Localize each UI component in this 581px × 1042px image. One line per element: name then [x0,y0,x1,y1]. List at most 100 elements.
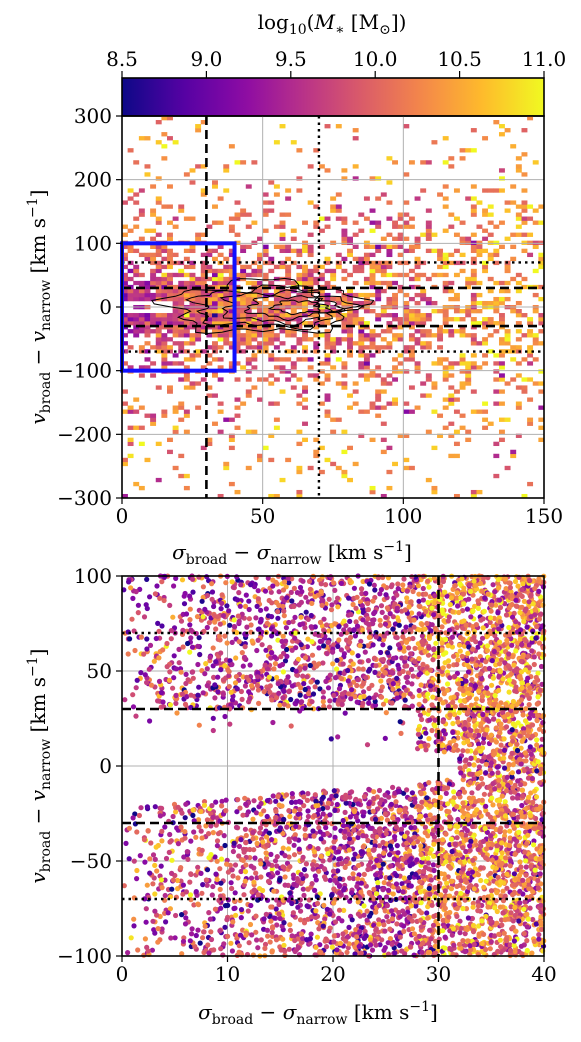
heatmap-cell [228,481,235,487]
heatmap-cell [493,389,500,394]
heatmap-cell [178,288,185,294]
heatmap-cell [408,357,415,362]
heatmap-cell [510,345,517,350]
heatmap-cell [363,216,370,221]
scatter-point [419,633,425,639]
heatmap-cell [352,136,359,141]
heatmap-cell [498,280,505,286]
scatter-point [400,634,406,640]
heatmap-cell [437,248,444,254]
heatmap-cell [167,264,173,270]
heatmap-cell [482,361,489,366]
scatter-point [207,654,213,660]
heatmap-cell [408,309,415,314]
scatter-point [288,589,294,596]
scatter-point [418,682,424,688]
heatmap-cell [206,309,213,314]
top-ytick-label: 300 [74,104,112,128]
heatmap-cell [262,333,269,338]
heatmap-cell [167,204,173,209]
heatmap-cell [532,309,539,314]
scatter-point [432,723,438,729]
heatmap-cell [510,232,517,237]
heatmap-cell [347,248,353,254]
heatmap-cell [487,349,494,354]
scatter-point [395,581,401,587]
heatmap-cell [403,457,410,463]
heatmap-cell [392,377,399,382]
top-ytick-label: 100 [74,231,112,255]
heatmap-cell [155,176,162,181]
heatmap-cell [459,413,466,418]
heatmap-cell [538,317,545,322]
heatmap-cell [251,313,258,318]
heatmap-cell [223,465,230,471]
scatter-point [282,658,289,664]
scatter-point [469,790,475,796]
scatter-point [295,904,301,910]
heatmap-cell [358,260,365,266]
heatmap-cell [538,405,545,410]
scatter-point [384,914,390,920]
heatmap-cell [493,329,500,334]
heatmap-cell [515,212,522,217]
heatmap-cell [459,156,466,161]
heatmap-cell [408,353,415,358]
heatmap-cell [493,240,500,245]
heatmap-cell [257,288,263,294]
scatter-point [331,886,337,892]
top-ytick-label: −100 [57,359,112,383]
heatmap-cell [245,309,252,314]
scatter-point [416,693,422,699]
scatter-point [397,719,403,725]
scatter-point [417,813,423,819]
heatmap-cell [296,317,303,322]
scatter-point [268,589,274,595]
heatmap-cell [268,256,275,262]
heatmap-cell [212,317,218,322]
heatmap-cell [217,292,224,298]
heatmap-cell [172,252,179,258]
heatmap-cell [448,252,455,258]
heatmap-cell [408,244,415,249]
heatmap-cell [150,276,157,282]
heatmap-cell [122,296,128,302]
heatmap-cell [318,445,325,451]
heatmap-cell [442,228,449,233]
heatmap-cell [392,224,399,229]
scatter-point [410,635,416,642]
heatmap-cell [470,489,477,495]
heatmap-cell [161,337,168,342]
heatmap-cell [285,349,292,354]
heatmap-cell [465,284,472,290]
heatmap-cell [453,296,460,302]
heatmap-cell [510,184,517,189]
heatmap-cell [161,365,168,370]
heatmap-cell [122,461,128,467]
heatmap-cell [358,341,365,346]
heatmap-cell [352,401,359,406]
scatter-point [326,596,332,602]
heatmap-cell [200,120,207,125]
scatter-point [506,580,512,586]
heatmap-cell [459,381,466,386]
heatmap-cell [279,389,286,394]
heatmap-cell [392,313,399,318]
heatmap-cell [414,260,421,266]
heatmap-cell [206,288,213,294]
scatter-point [289,683,295,689]
heatmap-cell [465,196,472,201]
scatter-point [525,775,532,781]
heatmap-cell [228,333,235,338]
heatmap-cell [268,329,275,334]
heatmap-cell [347,341,353,346]
heatmap-cell [369,329,376,334]
scatter-point [288,696,294,703]
heatmap-cell [324,329,331,334]
heatmap-cell [498,437,505,443]
heatmap-cell [420,313,427,318]
heatmap-cell [167,292,173,298]
heatmap-cell [195,333,202,338]
heatmap-cell [403,248,410,254]
